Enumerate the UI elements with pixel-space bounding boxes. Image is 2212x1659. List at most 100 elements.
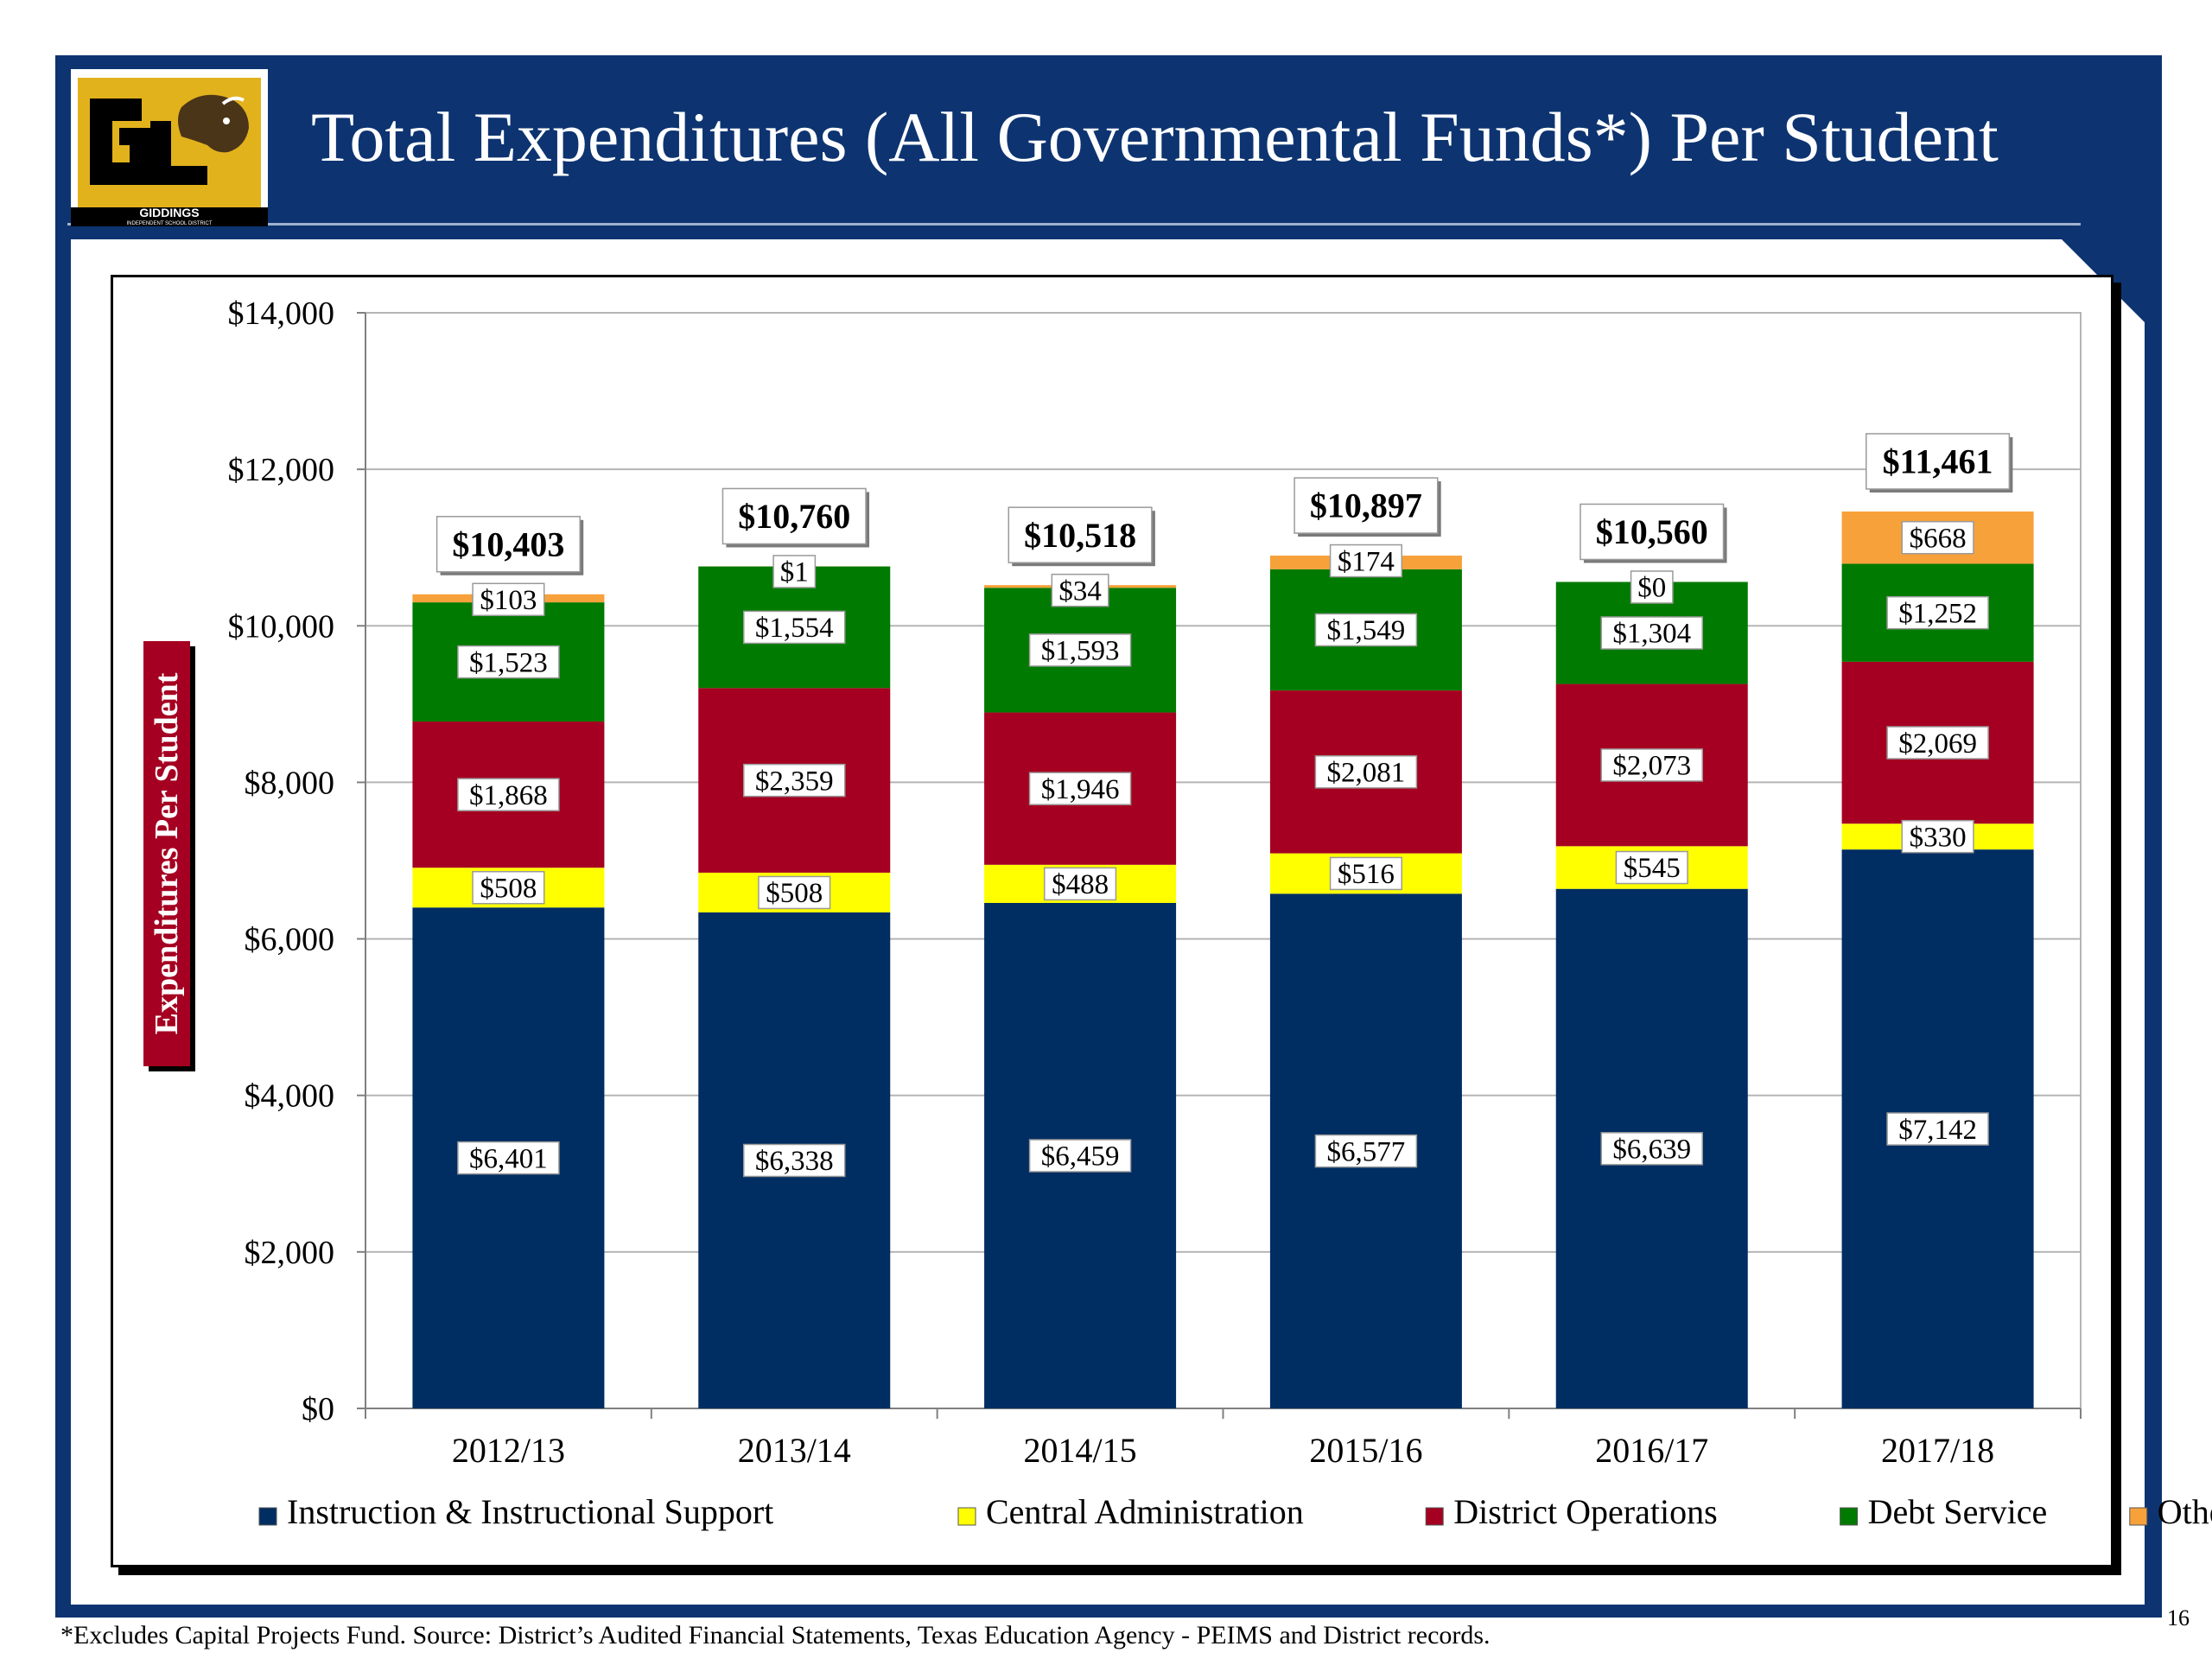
total-label-box xyxy=(721,487,867,545)
data-label: $2,081 xyxy=(1327,758,1406,789)
data-label: $508 xyxy=(766,878,823,909)
y-axis-label: Expenditures Per Student xyxy=(149,672,185,1035)
legend-swatch xyxy=(2129,1507,2148,1526)
total-label: $10,760 xyxy=(738,497,850,536)
data-label-box xyxy=(1901,819,1974,854)
data-label: $545 xyxy=(1624,853,1681,884)
data-label-box xyxy=(1314,1134,1418,1168)
data-label-box xyxy=(1615,850,1688,885)
data-label: $2,069 xyxy=(1898,728,1977,760)
x-tick-label: 2017/18 xyxy=(1881,1431,1994,1470)
data-label-box xyxy=(1886,1112,1989,1146)
legend-label: Debt Service xyxy=(1868,1492,2048,1531)
data-label-box xyxy=(457,778,560,811)
y-tick-label: $14,000 xyxy=(228,296,335,332)
data-label-box xyxy=(1028,633,1132,667)
data-label-box xyxy=(457,1141,560,1175)
total-label-box xyxy=(1007,506,1153,563)
total-label: $10,403 xyxy=(452,524,564,563)
legend-label: District Operations xyxy=(1453,1492,1718,1531)
legend-label: Central Administration xyxy=(986,1492,1304,1531)
legend-swatch xyxy=(1425,1507,1444,1526)
data-label: $508 xyxy=(480,873,537,904)
data-label-box xyxy=(1028,772,1132,805)
total-label-box xyxy=(1866,433,2011,490)
data-label: $0 xyxy=(1637,573,1666,604)
data-label-box xyxy=(743,763,846,798)
data-label-box xyxy=(1329,543,1402,578)
data-label: $1,549 xyxy=(1327,615,1406,646)
data-label-box xyxy=(1600,1132,1703,1166)
total-label: $10,560 xyxy=(1596,512,1708,551)
data-label: $6,338 xyxy=(755,1146,834,1177)
data-label: $1,304 xyxy=(1612,619,1691,650)
data-label: $1,252 xyxy=(1898,598,1977,629)
data-label-box xyxy=(743,1143,846,1178)
data-label-box xyxy=(457,645,560,679)
data-label: $1,868 xyxy=(469,780,548,811)
data-label: $6,459 xyxy=(1041,1141,1120,1173)
data-label-box xyxy=(1630,570,1674,604)
data-label-box xyxy=(758,875,831,910)
total-label: $11,461 xyxy=(1883,442,1993,481)
logo-text: GIDDINGS xyxy=(139,206,199,219)
data-label-box xyxy=(1886,595,1989,630)
footnote: *Excludes Capital Projects Fund. Source:… xyxy=(60,1621,1491,1649)
data-label: $1,523 xyxy=(469,647,548,678)
data-label: $1 xyxy=(780,557,809,588)
data-label: $1,554 xyxy=(755,613,834,644)
x-tick-label: 2016/17 xyxy=(1595,1431,1708,1470)
total-label-box xyxy=(1294,477,1439,534)
y-tick-label: $2,000 xyxy=(245,1235,335,1271)
data-label: $516 xyxy=(1338,859,1395,890)
x-tick-label: 2014/15 xyxy=(1024,1431,1137,1470)
data-label-box xyxy=(1044,867,1117,901)
data-label: $2,359 xyxy=(755,766,834,797)
data-label-box xyxy=(472,870,545,905)
y-tick-label: $6,000 xyxy=(245,922,335,958)
y-tick-label: $4,000 xyxy=(245,1078,335,1115)
data-label: $6,639 xyxy=(1612,1135,1691,1166)
data-label-box xyxy=(1028,1139,1132,1173)
total-label-box xyxy=(435,516,581,573)
data-label: $330 xyxy=(1910,822,1967,853)
data-label-box xyxy=(1051,573,1109,607)
legend-swatch xyxy=(1840,1507,1859,1526)
data-label-box xyxy=(1600,616,1703,650)
total-label: $10,518 xyxy=(1024,516,1136,555)
y-tick-label: $12,000 xyxy=(228,452,335,488)
data-label: $103 xyxy=(480,585,537,616)
x-tick-label: 2013/14 xyxy=(738,1431,851,1470)
data-label: $174 xyxy=(1338,546,1395,577)
y-tick-label: $10,000 xyxy=(228,608,335,645)
y-tick-label: $0 xyxy=(302,1391,334,1427)
data-label-box xyxy=(743,610,846,645)
data-label-box xyxy=(1314,613,1418,647)
page-number: 16 xyxy=(2167,1605,2190,1630)
data-label: $6,401 xyxy=(469,1143,548,1174)
data-label-box xyxy=(1600,748,1703,782)
data-label: $488 xyxy=(1052,869,1109,900)
data-label-box xyxy=(1329,856,1402,891)
data-label-box xyxy=(772,555,817,588)
data-label: $668 xyxy=(1910,523,1967,554)
data-label-box xyxy=(1314,755,1418,789)
data-label-box xyxy=(1901,520,1974,555)
total-label: $10,897 xyxy=(1310,486,1422,525)
plot-area xyxy=(365,312,2082,1409)
logo-subtext: INDEPENDENT SCHOOL DISTRICT xyxy=(126,221,212,226)
header-divider xyxy=(67,223,2081,226)
legend-swatch xyxy=(957,1507,976,1526)
total-label-box xyxy=(1580,503,1725,561)
district-logo: GIDDINGS INDEPENDENT SCHOOL DISTRICT xyxy=(71,69,268,226)
legend-label: Instruction & Instructional Support xyxy=(287,1492,773,1531)
x-tick-label: 2015/16 xyxy=(1309,1431,1422,1470)
data-label: $6,577 xyxy=(1327,1136,1406,1167)
data-label-box xyxy=(472,582,545,617)
x-tick-label: 2012/13 xyxy=(452,1431,565,1470)
y-axis-label-box xyxy=(143,641,190,1066)
slide-title: Total Expenditures (All Governmental Fun… xyxy=(311,98,1999,176)
y-tick-label: $8,000 xyxy=(245,765,335,801)
data-label: $1,593 xyxy=(1041,636,1120,667)
